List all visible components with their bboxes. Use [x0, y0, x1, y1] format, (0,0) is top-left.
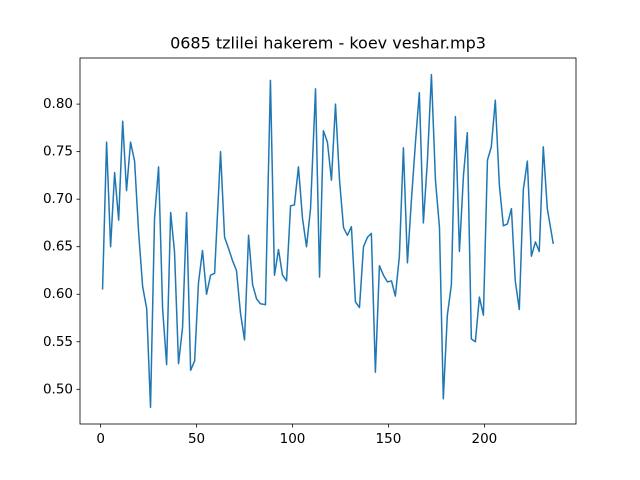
x-tick-label: 0: [96, 431, 105, 447]
y-tick-label: 0.55: [43, 334, 73, 350]
y-tick-label: 0.70: [43, 191, 73, 207]
y-tick-label: 0.60: [43, 286, 73, 302]
plot-frame: [79, 57, 577, 425]
y-tick-label: 0.65: [43, 239, 73, 255]
y-tick-label: 0.75: [43, 144, 73, 160]
data-line: [101, 73, 555, 409]
y-tick-label: 0.80: [43, 96, 73, 112]
x-tick-label: 150: [376, 431, 402, 447]
x-tick-label: 200: [471, 431, 497, 447]
x-tick-label: 50: [188, 431, 205, 447]
chart-title: 0685 tzlilei hakerem - koev veshar.mp3: [170, 34, 486, 53]
y-tick-label: 0.50: [43, 381, 73, 397]
x-tick-label: 100: [280, 431, 306, 447]
